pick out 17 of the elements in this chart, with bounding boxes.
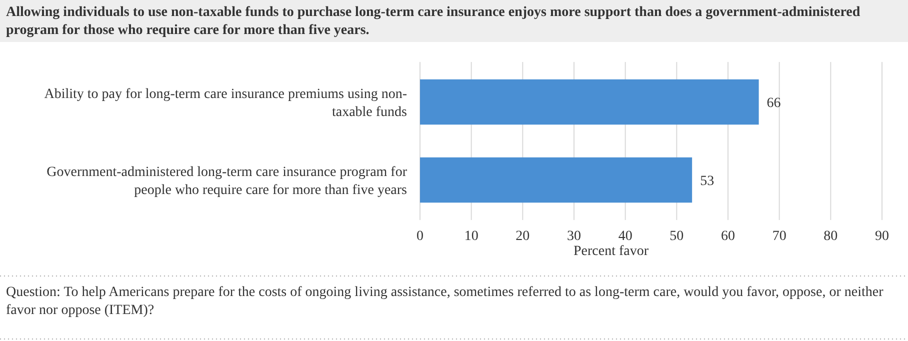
chart-title: Allowing individuals to use non-taxable funds to purchase long-term care insurance enjoys more support than does a government-administered program for those who require care for more than five years. [6, 5, 860, 38]
x-tick-label: 20 [516, 229, 530, 244]
x-tick-label: 90 [875, 229, 889, 244]
x-tick-label: 0 [416, 229, 424, 244]
x-tick-label: 50 [670, 229, 684, 244]
x-axis-title: Percent favor [573, 244, 649, 259]
y-tick-label: Government-administered long-term care insurance program for people who require care for more than five years [46, 164, 408, 198]
data-label: 66 [766, 96, 781, 111]
x-tick-label: 10 [464, 229, 478, 244]
data-label: 53 [700, 174, 714, 189]
x-tick-label: 60 [721, 229, 735, 244]
x-tick-label: 80 [824, 229, 838, 244]
x-tick-label: 40 [618, 229, 632, 244]
text: Question: To help Americans prepare for the costs of ongoing living assistance, sometimes referred to as long-term care, would you favor, oppose, or neither favor nor oppose (ITEM)? [6, 285, 884, 318]
x-tick-label: 30 [567, 229, 581, 244]
x-tick-label: 70 [772, 229, 786, 244]
y-tick-label: Ability to pay for long-term care insurance premiums using non-taxable funds [44, 86, 408, 120]
